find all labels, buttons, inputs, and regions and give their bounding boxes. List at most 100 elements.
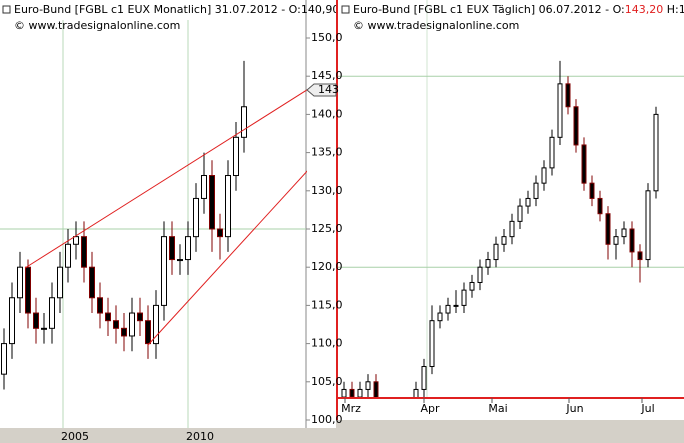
candle-body bbox=[637, 251, 643, 261]
candle-body bbox=[357, 388, 363, 398]
candle-body bbox=[193, 197, 199, 238]
y-tick-label: 150,0 bbox=[311, 31, 343, 44]
candle-body bbox=[17, 266, 23, 299]
y-tick-label: 125,0 bbox=[311, 222, 343, 235]
x-tick-label: Apr bbox=[420, 402, 440, 415]
y-tick-label: 135,0 bbox=[311, 146, 343, 159]
candles bbox=[1, 60, 247, 390]
candle-body bbox=[121, 327, 127, 337]
x-tick-label: 2010 bbox=[186, 430, 214, 443]
y-tick-label: 110,0 bbox=[311, 337, 343, 350]
header-text: Euro-Bund [FGBL c1 EUX Täglich] 06.07.20… bbox=[353, 3, 625, 16]
candle-body bbox=[493, 243, 499, 261]
y-tick-label: 120,0 bbox=[311, 260, 343, 273]
candle-body bbox=[501, 236, 507, 245]
candle-body bbox=[129, 312, 135, 337]
candle-body bbox=[645, 190, 651, 261]
candle-body bbox=[565, 83, 571, 108]
candle-body bbox=[1, 343, 7, 375]
candle-body bbox=[477, 266, 483, 283]
candle-body bbox=[517, 205, 523, 222]
right-panel bbox=[338, 0, 684, 420]
right-source: © www.tradesignalonline.com bbox=[353, 19, 519, 32]
y-tick-label: 105,0 bbox=[311, 375, 343, 388]
candle-body bbox=[41, 327, 47, 330]
candle-body bbox=[89, 266, 95, 299]
candle-body bbox=[153, 304, 159, 345]
x-tick-label: Jul bbox=[640, 402, 654, 415]
candle-body bbox=[437, 312, 443, 322]
candle-body bbox=[209, 175, 215, 230]
trend-line bbox=[147, 170, 307, 346]
trend-lines bbox=[24, 89, 307, 346]
left-header: Euro-Bund [FGBL c1 EUX Monatlich] 31.07.… bbox=[14, 3, 369, 16]
candle-body bbox=[461, 289, 467, 306]
candle-body bbox=[25, 266, 31, 314]
header-text: H:144,02 L bbox=[663, 3, 684, 16]
right-chart bbox=[338, 0, 684, 398]
trend-line bbox=[24, 89, 307, 269]
candle-body bbox=[185, 236, 191, 261]
candle-body bbox=[541, 167, 547, 184]
candle-body bbox=[653, 113, 659, 192]
candle-body bbox=[9, 297, 15, 345]
candle-body bbox=[349, 388, 355, 398]
candle-body bbox=[97, 297, 103, 314]
y-tick-label: 100,0 bbox=[311, 413, 343, 426]
candle-body bbox=[177, 259, 183, 262]
candle-body bbox=[485, 259, 491, 268]
candle-body bbox=[365, 381, 371, 390]
candle-body bbox=[597, 197, 603, 215]
x-tick-label: 2005 bbox=[61, 430, 89, 443]
y-tick-label: 145,0 bbox=[311, 69, 343, 82]
candle-body bbox=[509, 220, 515, 238]
candle-body bbox=[161, 236, 167, 306]
y-tick-label: 130,0 bbox=[311, 184, 343, 197]
left-chart bbox=[0, 0, 310, 428]
candle-body bbox=[201, 175, 207, 199]
candle-body bbox=[549, 136, 555, 169]
candle-body bbox=[241, 106, 247, 138]
candle-body bbox=[613, 236, 619, 245]
candle-body bbox=[453, 304, 459, 307]
candle-body bbox=[145, 320, 151, 345]
candle-body bbox=[525, 197, 531, 207]
candle-body bbox=[49, 297, 55, 329]
candle-body bbox=[629, 228, 635, 253]
candle-body bbox=[33, 312, 39, 329]
candle-body bbox=[589, 182, 595, 199]
candle-body bbox=[445, 304, 451, 314]
candle-body bbox=[113, 320, 119, 329]
candle-body bbox=[233, 136, 239, 177]
candle-body bbox=[81, 236, 87, 268]
x-tick-label: Jun bbox=[565, 402, 583, 415]
candle-body bbox=[225, 175, 231, 238]
candle-body bbox=[621, 228, 627, 238]
left-panel bbox=[0, 0, 336, 428]
price-marker bbox=[306, 83, 337, 97]
price-marker-label: 143 bbox=[318, 83, 339, 96]
candle-body bbox=[469, 281, 475, 291]
candle-body bbox=[73, 236, 79, 245]
y-tick-label: 115,0 bbox=[311, 298, 343, 311]
x-tick-label: Mrz bbox=[341, 402, 361, 415]
candle-body bbox=[573, 106, 579, 146]
candle-body bbox=[57, 266, 63, 299]
header-open: 143,20 bbox=[625, 3, 664, 16]
candle-body bbox=[605, 213, 611, 245]
candle-body bbox=[65, 243, 71, 268]
candle-body bbox=[533, 182, 539, 199]
candle-body bbox=[217, 228, 223, 238]
candle-body bbox=[421, 366, 427, 390]
panel-icon bbox=[2, 5, 11, 14]
candle-body bbox=[581, 144, 587, 184]
y-tick-label: 140,0 bbox=[311, 107, 343, 120]
x-tick-label: Mai bbox=[488, 402, 507, 415]
candle-body bbox=[429, 320, 435, 368]
left-source: © www.tradesignalonline.com bbox=[14, 19, 180, 32]
candles bbox=[341, 60, 659, 398]
right-header: Euro-Bund [FGBL c1 EUX Täglich] 06.07.20… bbox=[353, 3, 684, 16]
panel-icon bbox=[341, 5, 350, 14]
candle-body bbox=[137, 312, 143, 322]
